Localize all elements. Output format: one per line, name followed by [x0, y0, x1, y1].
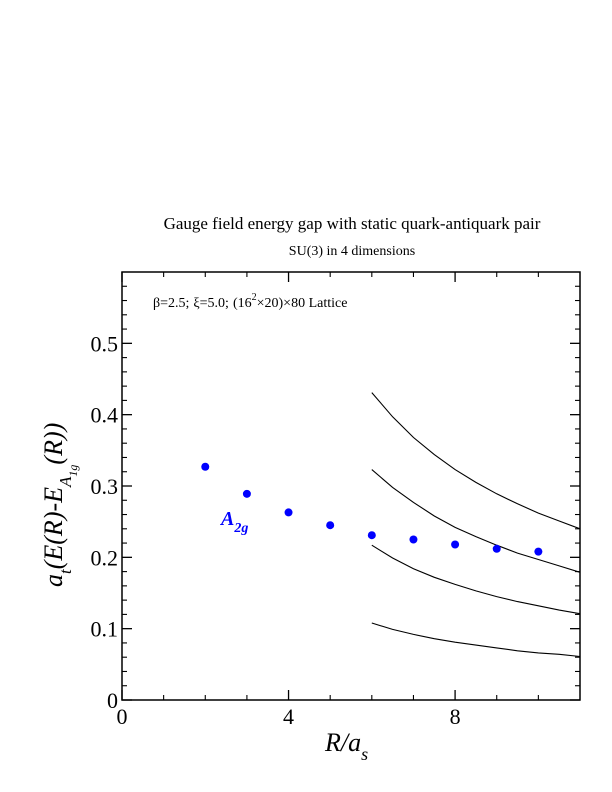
data-point — [451, 540, 460, 549]
x-axis-label-sub: s — [361, 744, 368, 764]
annotation-xi: ξ=5.0; — [193, 296, 229, 311]
y-axis-label-end: (R)) — [39, 423, 68, 465]
y-tick-label: 0.1 — [91, 617, 119, 642]
y-axis-label-A: A — [56, 476, 75, 488]
y-tick-label: 0.5 — [91, 331, 119, 356]
data-point — [326, 521, 335, 530]
data-point — [201, 462, 210, 471]
data-point — [242, 489, 251, 498]
chart-subtitle: SU(3) in 4 dimensions — [289, 244, 415, 259]
x-axis-label-main: R/a — [324, 728, 361, 757]
axis-ticks: 0 4 8 0 0.1 0.2 0.3 0.4 0.5 — [91, 272, 580, 729]
data-point — [534, 547, 543, 556]
curve-line-1 — [371, 622, 581, 658]
data-point — [367, 531, 376, 540]
lattice-annotation: β=2.5; ξ=5.0; (162×20)×80 Lattice — [153, 292, 347, 311]
annotation-lattice-open: (16 — [233, 296, 252, 311]
plot-frame — [121, 271, 581, 701]
x-axis-label: R/as — [324, 728, 368, 764]
series-label-sub: 2g — [233, 521, 248, 536]
x-tick-label: 8 — [450, 704, 461, 729]
annotation-lattice-close: ×20)×80 Lattice — [257, 296, 348, 311]
y-tick-label: 0.4 — [91, 403, 119, 428]
y-tick-label: 0.2 — [91, 545, 119, 570]
y-tick-label: 0 — [107, 688, 118, 713]
data-point — [409, 535, 418, 544]
x-tick-label: 0 — [117, 704, 128, 729]
annotation-beta: β=2.5; — [153, 296, 189, 311]
data-point — [284, 508, 293, 517]
y-axis-label-t: t — [56, 568, 75, 574]
x-tick-label: 4 — [283, 704, 294, 729]
y-axis-label-sub: 1g — [66, 465, 80, 477]
curve-line-2 — [371, 544, 581, 615]
y-axis-label-mid: (E(R)-E — [39, 487, 68, 569]
data-point — [492, 544, 501, 553]
chart-title: Gauge field energy gap with static quark… — [164, 214, 541, 233]
curve-line-4 — [371, 392, 581, 530]
y-axis-label-a: a — [39, 574, 68, 587]
annotation-lattice-exponent: 2 — [252, 292, 257, 303]
curves-group — [371, 392, 581, 658]
y-tick-label: 0.3 — [91, 474, 119, 499]
data-points-group — [201, 462, 543, 556]
series-label-a2g: A2g — [219, 508, 248, 536]
curve-line-3 — [371, 469, 581, 573]
series-label-main: A — [219, 508, 234, 530]
y-axis-label: at(E(R)-EA1g(R)) — [39, 423, 80, 587]
